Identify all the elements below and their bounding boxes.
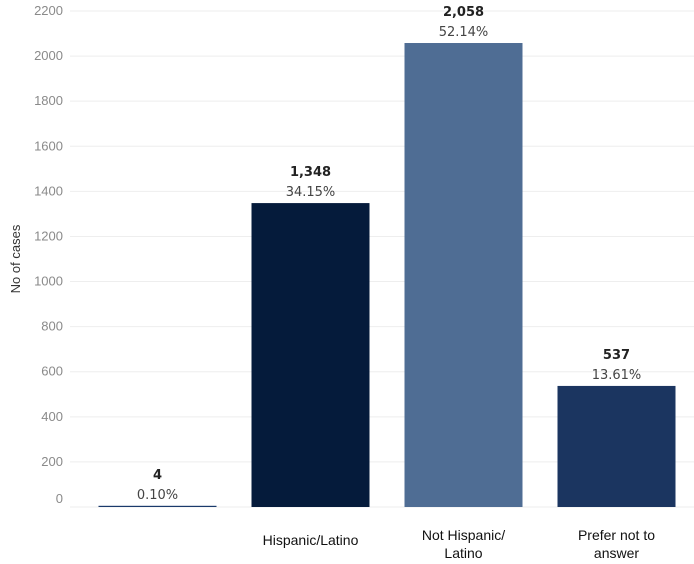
- y-tick-label: 800: [41, 319, 63, 334]
- y-tick-label: 600: [41, 364, 63, 379]
- y-tick-label: 1200: [34, 228, 63, 243]
- x-axis-categories: Hispanic/Latino Not Hispanic/Latino Prefer…: [263, 527, 656, 561]
- data-labels: 4 0.10% 1,348 34.15% 2,058 52.14% 537 13.61%: [137, 5, 641, 503]
- bar-percent-label: 0.10%: [137, 488, 178, 503]
- y-tick-label: 2200: [34, 3, 63, 18]
- y-axis-ticks: 0 200 400 600 800 1000 1200 1400 1600 1800 2000 220…: [34, 3, 63, 506]
- bar-value-label: 537: [603, 348, 630, 363]
- y-tick-label: 1000: [34, 274, 63, 289]
- bar: [98, 505, 217, 507]
- y-tick-label: 200: [41, 454, 63, 469]
- y-tick-label: 1600: [34, 138, 63, 153]
- y-axis-label: No of cases: [8, 224, 23, 293]
- bar-percent-label: 34.15%: [286, 185, 336, 200]
- y-tick-label: 2000: [34, 48, 63, 63]
- x-category-label: Prefer not to: [578, 527, 655, 543]
- bar: [404, 43, 523, 507]
- bar: [557, 385, 676, 507]
- bar-percent-label: 13.61%: [592, 368, 642, 383]
- bar-percent-label: 52.14%: [439, 25, 489, 40]
- x-category-label: answer: [594, 545, 639, 561]
- x-category-label: Not Hispanic/: [422, 527, 505, 543]
- x-category-label: Latino: [444, 545, 482, 561]
- bar-value-label: 2,058: [443, 5, 484, 20]
- y-tick-label: 1400: [34, 183, 63, 198]
- gridlines: [70, 10, 694, 508]
- y-tick-label: 400: [41, 409, 63, 424]
- bar: [251, 203, 370, 507]
- y-tick-label: 1800: [34, 93, 63, 108]
- x-category-label: Hispanic/Latino: [263, 532, 359, 548]
- bars: [98, 43, 676, 507]
- bar-value-label: 1,348: [290, 165, 331, 180]
- bar-value-label: 4: [153, 468, 162, 483]
- y-tick-label: 0: [56, 491, 63, 506]
